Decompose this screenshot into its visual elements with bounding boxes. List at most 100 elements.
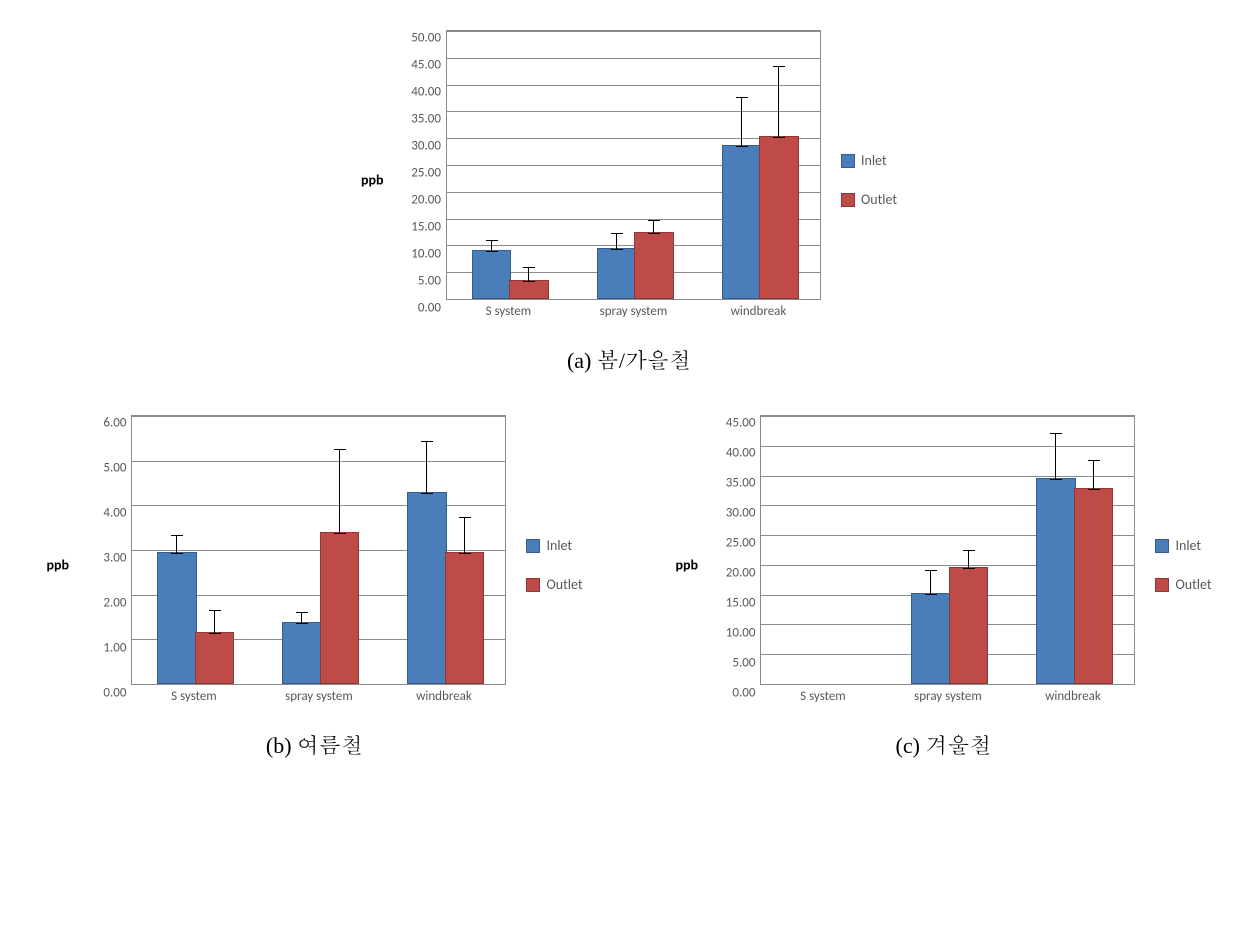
error-bar	[528, 267, 529, 282]
error-bar	[616, 233, 617, 250]
bar-outlet	[949, 567, 989, 684]
ytick-label: 5.00	[705, 656, 755, 671]
legend-label: Inlet	[546, 537, 572, 554]
ytick-label: 35.00	[391, 112, 441, 127]
ytick-label: 0.00	[391, 301, 441, 316]
xtick-label: S system	[800, 689, 846, 704]
ytick-label: 0.00	[76, 686, 126, 701]
ytick-label: 1.00	[76, 641, 126, 656]
y-axis-label: ppb	[46, 557, 69, 574]
xtick-label: windbreak	[416, 689, 472, 704]
gridline	[447, 31, 820, 32]
ytick-label: 2.00	[76, 596, 126, 611]
chart-canvas: 0.00 5.00 10.00 15.00 20.00 25.00 30.00 35.00 40…	[675, 405, 1145, 725]
error-bar	[741, 97, 742, 147]
ytick-label: 30.00	[705, 506, 755, 521]
bar-inlet	[472, 250, 512, 299]
gridline	[761, 416, 1134, 417]
legend: Inlet Outlet	[841, 152, 897, 208]
error-bar	[214, 610, 215, 633]
chart-body: 0.00 5.00 10.00 15.00 20.00 25.00 30.00 35.00 40…	[675, 405, 1211, 725]
ytick-label: 10.00	[391, 247, 441, 262]
bar-inlet	[1036, 478, 1076, 684]
ytick-label: 20.00	[705, 566, 755, 581]
ytick-label: 25.00	[391, 166, 441, 181]
gridline	[132, 461, 505, 462]
y-axis-label: ppb	[361, 172, 384, 189]
error-bar	[464, 517, 465, 555]
ytick-label: 5.00	[76, 461, 126, 476]
legend-label: Inlet	[861, 152, 887, 169]
ytick-label: 5.00	[391, 274, 441, 289]
legend-label: Inlet	[1175, 537, 1201, 554]
bar-inlet	[157, 552, 197, 684]
ytick-label: 15.00	[705, 596, 755, 611]
legend-swatch	[526, 578, 540, 592]
chart-caption: (a) 봄/가을철	[567, 344, 691, 375]
ytick-label: 15.00	[391, 220, 441, 235]
legend-item-inlet: Inlet	[1155, 537, 1211, 554]
bar-outlet	[320, 532, 360, 684]
chart-body: 0.001.002.003.004.005.006.00ppbS systems…	[46, 405, 582, 725]
error-bar	[339, 449, 340, 535]
ytick-label: 3.00	[76, 551, 126, 566]
error-bar	[968, 550, 969, 569]
ytick-label: 4.00	[76, 506, 126, 521]
bar-outlet	[759, 136, 799, 299]
bar-outlet	[509, 280, 549, 299]
legend-item-outlet: Outlet	[841, 191, 897, 208]
gridline	[447, 58, 820, 59]
ytick-label: 35.00	[705, 476, 755, 491]
error-bar	[426, 441, 427, 495]
bar-outlet	[1074, 488, 1114, 684]
legend-swatch	[1155, 578, 1169, 592]
error-bar	[301, 612, 302, 624]
plot-area	[446, 30, 821, 300]
gridline	[447, 85, 820, 86]
legend-swatch	[841, 154, 855, 168]
gridline	[447, 111, 820, 112]
ytick-label: 20.00	[391, 193, 441, 208]
gridline	[132, 416, 505, 417]
ytick-label: 30.00	[391, 139, 441, 154]
error-bar	[653, 220, 654, 234]
xtick-label: windbreak	[1045, 689, 1101, 704]
chart-caption: (b) 여름철	[266, 729, 363, 760]
legend-item-inlet: Inlet	[841, 152, 897, 169]
ytick-label: 45.00	[705, 416, 755, 431]
error-bar	[1093, 460, 1094, 490]
legend-swatch	[526, 539, 540, 553]
ytick-label: 40.00	[391, 85, 441, 100]
legend-swatch	[1155, 539, 1169, 553]
error-bar	[176, 535, 177, 554]
ytick-label: 25.00	[705, 536, 755, 551]
y-axis-label: ppb	[675, 557, 698, 574]
error-bar	[778, 66, 779, 138]
error-bar	[1055, 433, 1056, 481]
bar-inlet	[597, 248, 637, 299]
gridline	[132, 505, 505, 506]
xtick-label: S system	[486, 304, 532, 319]
bar-inlet	[282, 622, 322, 684]
bar-inlet	[407, 492, 447, 684]
legend-item-outlet: Outlet	[526, 576, 582, 593]
error-bar	[491, 240, 492, 252]
ytick-label: 40.00	[705, 446, 755, 461]
ytick-label: 0.00	[705, 686, 755, 701]
xtick-label: S system	[171, 689, 217, 704]
chart-c: 0.00 5.00 10.00 15.00 20.00 25.00 30.00 35.00 40…	[675, 405, 1211, 760]
ytick-label: 50.00	[391, 31, 441, 46]
xtick-label: windbreak	[731, 304, 787, 319]
chart-b: 0.001.002.003.004.005.006.00ppbS systems…	[46, 405, 582, 760]
chart-body: 0.00 5.00 10.00 15.00 20.00 25.00 30.00 35.00 40…	[361, 20, 897, 340]
error-bar	[930, 570, 931, 594]
legend-label: Outlet	[861, 191, 897, 208]
legend-item-inlet: Inlet	[526, 537, 582, 554]
chart-canvas: 0.00 5.00 10.00 15.00 20.00 25.00 30.00 35.00 40…	[361, 20, 831, 340]
xtick-label: spray system	[914, 689, 982, 704]
gridline	[761, 476, 1134, 477]
ytick-label: 6.00	[76, 416, 126, 431]
legend: Inlet Outlet	[526, 537, 582, 593]
ytick-label: 10.00	[705, 626, 755, 641]
legend-label: Outlet	[546, 576, 582, 593]
